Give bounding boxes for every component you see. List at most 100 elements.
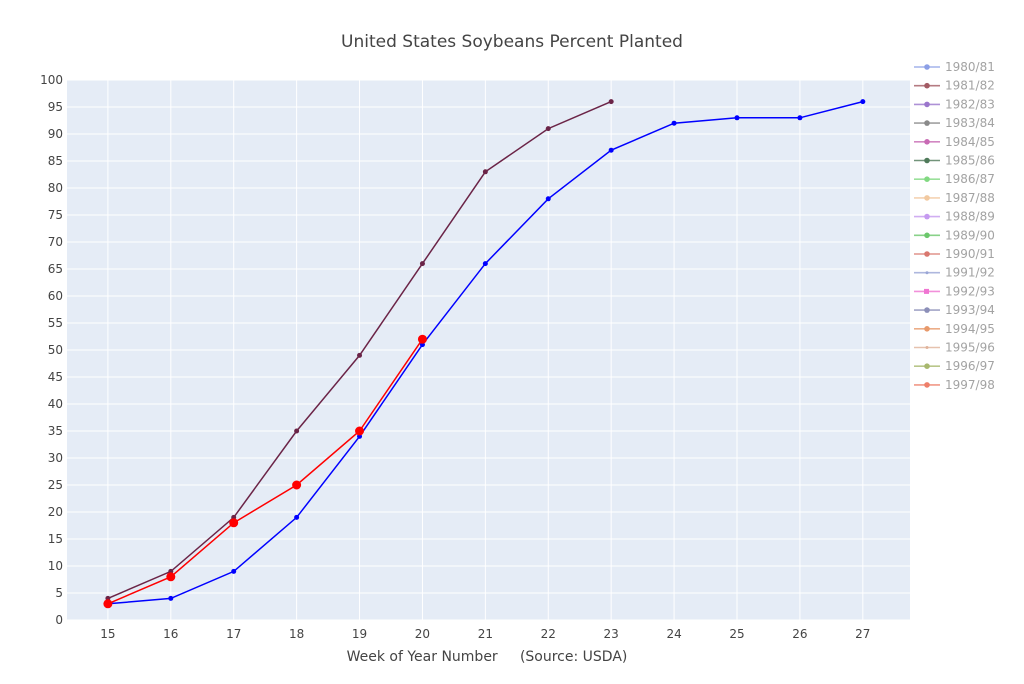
series-18	[105, 99, 866, 607]
x-tick-label: 27	[855, 627, 870, 641]
data-point	[797, 115, 803, 121]
legend-marker	[924, 195, 930, 201]
legend-marker	[924, 288, 929, 294]
y-tick-label: 5	[55, 586, 63, 600]
x-tick-label: 22	[541, 627, 556, 641]
y-tick-label: 0	[55, 613, 63, 627]
legend-marker	[924, 363, 930, 370]
data-point	[734, 115, 740, 121]
x-tick-label: 16	[163, 627, 178, 641]
legend-item[interactable]: 1994/95	[914, 322, 995, 336]
legend-item[interactable]: 1992/93	[914, 284, 995, 298]
x-tick-label: 24	[666, 627, 681, 641]
legend-label: 1985/86	[945, 154, 995, 168]
series-20	[103, 334, 427, 609]
legend-label: 1981/82	[945, 79, 995, 93]
data-point	[482, 261, 488, 267]
legend-label: 1989/90	[945, 228, 995, 242]
legend-item[interactable]: 1983/84	[914, 116, 995, 130]
gridlines	[67, 79, 910, 621]
legend-item[interactable]: 1993/94	[914, 303, 995, 317]
legend-label: 1983/84	[945, 116, 995, 130]
x-axis-label: Week of Year Number (Source: USDA)	[347, 649, 628, 665]
x-tick-label: 20	[415, 627, 430, 641]
y-tick-label: 60	[48, 289, 63, 303]
legend-item[interactable]: 1987/88	[914, 191, 995, 205]
y-tick-label: 90	[48, 127, 63, 141]
legend-item[interactable]: 1982/83	[914, 97, 995, 111]
y-tick-label: 100	[40, 73, 63, 87]
legend-marker	[925, 346, 929, 349]
legend-item[interactable]: 1980/81	[914, 60, 995, 74]
y-tick-label: 50	[48, 343, 63, 357]
y-tick-label: 40	[48, 397, 63, 411]
legend-label: 1995/96	[945, 341, 995, 355]
legend-marker	[924, 307, 930, 313]
y-tick-label: 25	[48, 478, 63, 492]
y-tick-label: 55	[48, 316, 63, 330]
legend-item[interactable]: 1995/96	[914, 341, 995, 355]
legend-label: 1996/97	[945, 359, 995, 373]
legend-item[interactable]: 1984/85	[914, 135, 995, 149]
legend-item[interactable]: 1990/91	[914, 247, 995, 261]
data-point	[231, 568, 237, 574]
legend[interactable]: 1980/81 1981/82 1982/83 1983/84 1984/85 1985/…	[914, 60, 995, 392]
legend-item[interactable]: 1988/89	[914, 210, 995, 224]
data-point	[608, 99, 614, 105]
data-point	[357, 352, 363, 358]
legend-label: 1993/94	[945, 303, 995, 317]
y-tick-label: 75	[48, 208, 63, 222]
legend-marker	[924, 120, 930, 126]
series-line	[107, 338, 424, 605]
data-point	[545, 196, 551, 202]
legend-label: 1992/93	[945, 284, 995, 298]
x-tick-label: 19	[352, 627, 367, 641]
data-point	[417, 334, 427, 344]
x-tick-label: 25	[729, 627, 744, 641]
legend-item[interactable]: 1981/82	[914, 79, 995, 93]
legend-label: 1988/89	[945, 210, 995, 224]
y-tick-label: 85	[48, 154, 63, 168]
legend-marker	[924, 64, 930, 70]
data-point	[229, 518, 239, 528]
legend-label: 1997/98	[945, 378, 995, 392]
legend-label: 1990/91	[945, 247, 995, 261]
x-tick-label: 18	[289, 627, 304, 641]
legend-marker	[924, 251, 930, 257]
x-tick-label: 17	[226, 627, 241, 641]
data-point	[419, 261, 425, 267]
legend-item[interactable]: 1996/97	[914, 359, 995, 373]
legend-item[interactable]: 1989/90	[914, 228, 995, 242]
legend-marker	[924, 176, 930, 182]
legend-marker	[924, 157, 930, 164]
legend-marker	[924, 382, 930, 388]
series-lines	[103, 99, 866, 609]
legend-item[interactable]: 1997/98	[914, 378, 995, 392]
y-tick-label: 10	[48, 559, 63, 573]
data-point	[103, 599, 113, 609]
legend-label: 1987/88	[945, 191, 995, 205]
legend-item[interactable]: 1991/92	[914, 266, 995, 280]
data-point	[355, 426, 365, 436]
x-tick-label: 26	[792, 627, 807, 641]
data-point	[671, 120, 677, 126]
x-tick-label: 23	[604, 627, 619, 641]
data-point	[608, 147, 614, 153]
y-tick-label: 65	[48, 262, 63, 276]
legend-label: 1986/87	[945, 172, 995, 186]
y-tick-label: 45	[48, 370, 63, 384]
y-tick-label: 70	[48, 235, 63, 249]
legend-label: 1991/92	[945, 266, 995, 280]
x-tick-label: 21	[478, 627, 493, 641]
data-point	[860, 99, 866, 105]
legend-item[interactable]: 1985/86	[914, 154, 995, 168]
chart-title: United States Soybeans Percent Planted	[341, 32, 683, 52]
legend-marker	[924, 213, 930, 220]
data-point	[545, 126, 551, 132]
legend-marker	[924, 82, 930, 89]
legend-item[interactable]: 1986/87	[914, 172, 995, 186]
data-point	[166, 572, 176, 582]
x-tick-label: 15	[100, 627, 115, 641]
